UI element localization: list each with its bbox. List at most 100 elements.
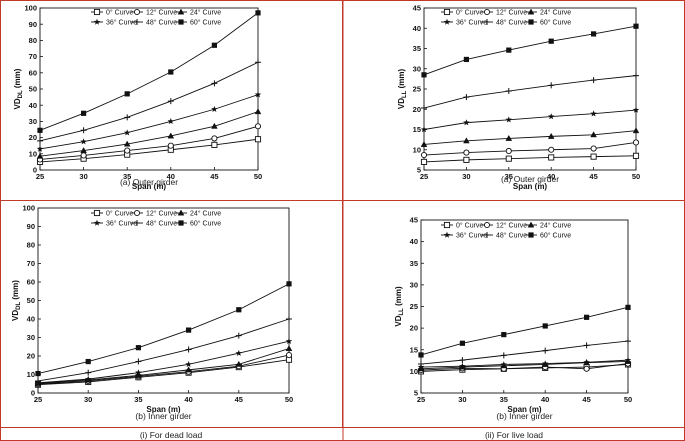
chart-dead-load-inner-girder: 25 30 35 40 45 50 0 10 20 30 40 50 60 70 80 90 100 Span (… xyxy=(11,204,293,421)
data-point xyxy=(633,72,639,79)
series-line xyxy=(37,318,290,382)
series-line xyxy=(420,360,629,370)
legend-item-24-curve: 24° Curve xyxy=(175,8,221,17)
series-line xyxy=(37,359,290,386)
y-tick-label: 50 xyxy=(29,85,37,94)
chart-live-load-inner-girder: 25 30 35 40 45 50 5 10 15 20 25 30 35 40 45 Span (m) VDL… xyxy=(394,216,632,421)
data-point xyxy=(135,358,142,365)
chart-subtitle: (a) Outer girder xyxy=(120,177,178,187)
data-point xyxy=(80,127,87,134)
data-point xyxy=(135,345,141,351)
y-tick-label: 60 xyxy=(27,278,35,287)
y-axis-label-unit: (mm) xyxy=(394,286,403,308)
data-point xyxy=(81,110,87,116)
data-point xyxy=(420,151,428,159)
y-tick-label: 15 xyxy=(413,125,421,134)
series-line xyxy=(37,340,290,384)
data-point xyxy=(505,147,512,155)
y-tick-label: 20 xyxy=(410,324,418,333)
data-point xyxy=(542,323,548,329)
legend-label: 0° Curve xyxy=(456,222,483,230)
legend-marker xyxy=(133,209,141,217)
data-point xyxy=(80,152,87,159)
y-axis-label-unit: (mm) xyxy=(397,69,406,91)
data-point xyxy=(84,375,92,382)
data-point xyxy=(286,281,292,287)
y-tick-label: 30 xyxy=(27,333,35,342)
data-point xyxy=(548,82,555,89)
data-point xyxy=(547,132,555,139)
data-point xyxy=(583,365,590,372)
x-tick-label: 25 xyxy=(34,395,42,404)
legend-item-60-curve: 60° Curve xyxy=(525,19,571,27)
legend-item-36-curve: 36° Curve xyxy=(441,19,487,27)
y-tick-label: 45 xyxy=(410,216,418,225)
data-point xyxy=(505,155,512,162)
x-tick-label: 25 xyxy=(36,172,44,181)
y-tick-label: 60 xyxy=(29,68,37,77)
data-point xyxy=(590,145,597,152)
legend-item-60-curve: 60° Curve xyxy=(525,232,571,240)
series-0-curve xyxy=(420,152,640,165)
series-48-curve xyxy=(37,59,261,144)
legend-label: 0° Curve xyxy=(106,210,133,218)
y-tick-label: 0 xyxy=(31,389,35,398)
y-tick-label: 40 xyxy=(29,101,37,110)
series-line xyxy=(420,363,629,371)
legend-label: 24° Curve xyxy=(190,9,221,17)
series-36-curve xyxy=(420,106,640,133)
legend-label: 24° Curve xyxy=(540,9,571,17)
x-tick-label: 50 xyxy=(285,395,293,404)
x-tick-label: 30 xyxy=(458,395,466,404)
series-line xyxy=(39,61,259,142)
y-tick-label: 25 xyxy=(410,302,418,311)
data-point xyxy=(124,91,130,97)
x-tick-label: 40 xyxy=(184,395,192,404)
x-tick-label: 30 xyxy=(462,172,470,181)
y-tick-label: 25 xyxy=(413,85,421,94)
y-axis-label-subscript: DL xyxy=(18,90,24,98)
series-line xyxy=(39,94,259,150)
y-tick-label: 70 xyxy=(27,259,35,268)
series-line xyxy=(423,142,637,156)
data-point xyxy=(548,154,555,161)
legend-marker xyxy=(443,18,451,25)
y-axis-label: VDLL (mm) xyxy=(397,69,408,110)
legend-label: 60° Curve xyxy=(190,19,221,27)
data-point xyxy=(168,69,174,75)
x-tick-label: 45 xyxy=(589,172,597,181)
data-point xyxy=(420,126,428,133)
data-point xyxy=(590,110,597,117)
series-line xyxy=(423,109,637,130)
series-line xyxy=(423,155,637,163)
legend-marker xyxy=(93,18,101,25)
data-point xyxy=(235,349,243,356)
legend-item-12-curve: 12° Curve xyxy=(481,222,527,230)
x-axis-label: Span (m) xyxy=(132,182,167,191)
data-point xyxy=(548,146,555,153)
series-60-curve xyxy=(418,304,631,358)
series-line xyxy=(420,306,629,356)
y-axis-label-subscript: LL xyxy=(399,308,405,316)
legend-item-48-curve: 48° Curve xyxy=(131,19,177,27)
series-12-curve xyxy=(34,352,293,388)
data-point xyxy=(80,138,87,145)
data-point xyxy=(236,307,242,313)
x-tick-label: 25 xyxy=(420,172,428,181)
legend-label: 24° Curve xyxy=(540,222,571,230)
y-tick-label: 40 xyxy=(27,315,35,324)
y-tick-label: 80 xyxy=(27,241,35,250)
data-point xyxy=(254,123,262,130)
legend-marker xyxy=(483,221,491,229)
caption-live-load: (ii) For live load xyxy=(485,430,543,440)
data-point xyxy=(285,337,293,344)
data-point xyxy=(211,122,218,129)
legend-item-12-curve: 12° Curve xyxy=(131,9,177,17)
y-tick-label: 70 xyxy=(29,52,37,61)
y-tick-label: 45 xyxy=(413,4,421,13)
legend-marker xyxy=(93,8,101,16)
x-tick-label: 35 xyxy=(500,395,508,404)
legend-marker xyxy=(93,219,101,226)
series-36-curve xyxy=(36,91,262,152)
y-axis-label-unit: (mm) xyxy=(11,280,20,302)
